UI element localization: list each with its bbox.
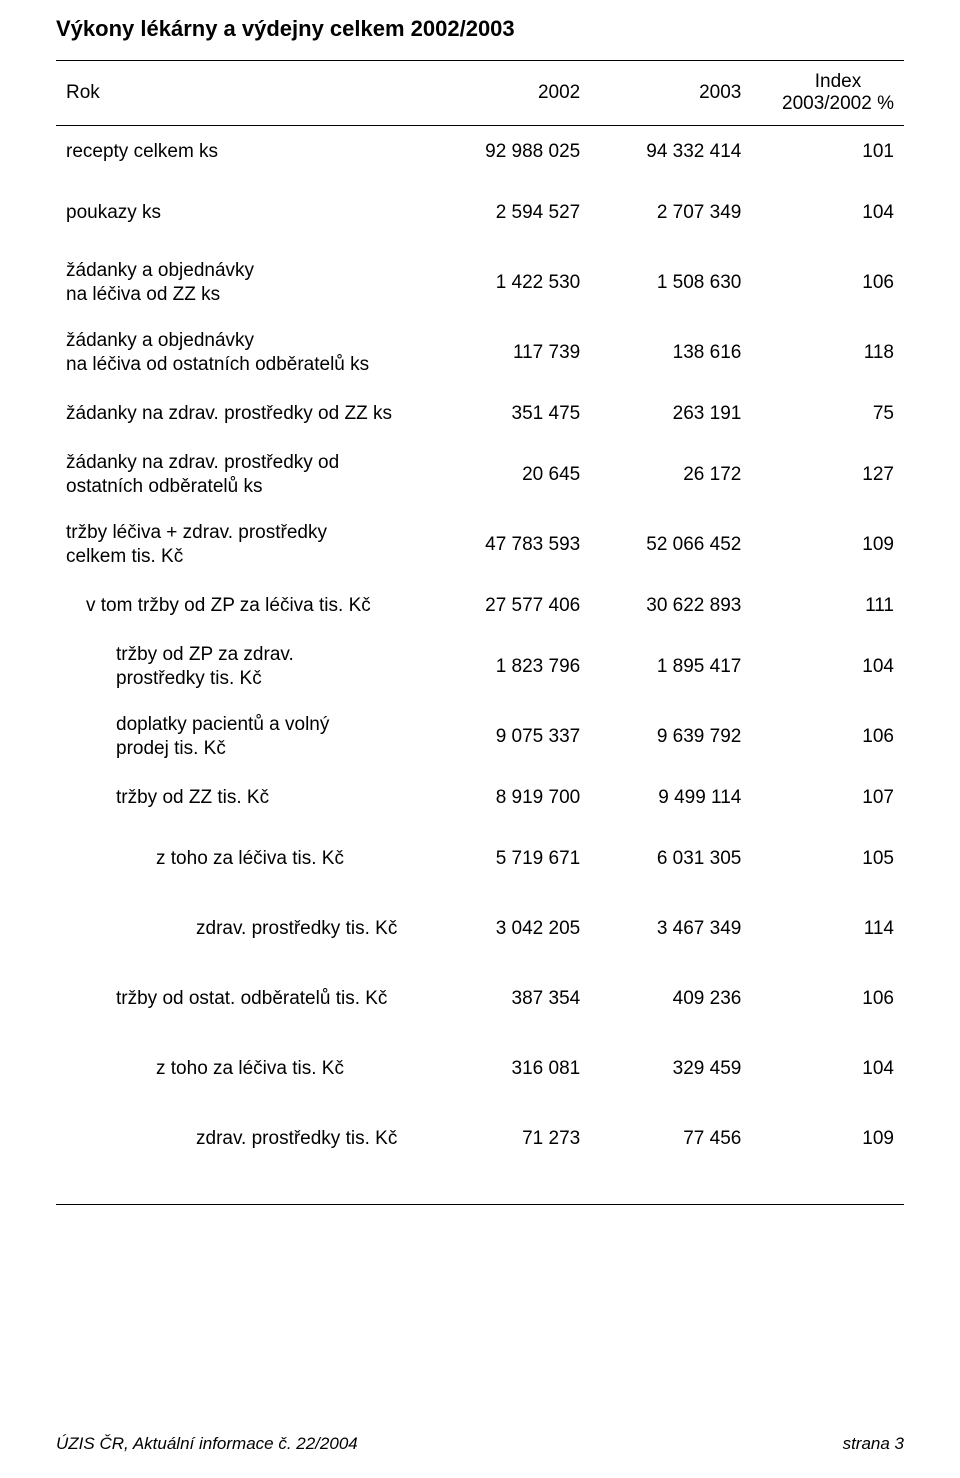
row-label: z toho za léčiva tis. Kč bbox=[56, 1034, 429, 1104]
col-header-2002: 2002 bbox=[429, 61, 590, 126]
row-idx: 127 bbox=[751, 440, 904, 510]
row-v2: 3 467 349 bbox=[590, 894, 751, 964]
row-v2: 6 031 305 bbox=[590, 824, 751, 894]
row-v2: 409 236 bbox=[590, 964, 751, 1034]
row-idx: 109 bbox=[751, 1104, 904, 1174]
row-idx: 106 bbox=[751, 964, 904, 1034]
col-header-index-line2: 2003/2002 % bbox=[782, 93, 894, 114]
row-idx: 118 bbox=[751, 318, 904, 388]
row-label: recepty celkem ks bbox=[56, 126, 429, 179]
row-v1: 27 577 406 bbox=[429, 580, 590, 632]
row-label: tržby od ZZ tis. Kč bbox=[56, 772, 429, 824]
row-v1: 71 273 bbox=[429, 1104, 590, 1174]
row-idx: 104 bbox=[751, 1034, 904, 1104]
row-label: z toho za léčiva tis. Kč bbox=[56, 824, 429, 894]
row-v2: 9 639 792 bbox=[590, 702, 751, 772]
row-v2: 26 172 bbox=[590, 440, 751, 510]
row-v1: 3 042 205 bbox=[429, 894, 590, 964]
row-idx: 105 bbox=[751, 824, 904, 894]
table-row: tržby léčiva + zdrav. prostředkycelkem t… bbox=[56, 510, 904, 580]
row-idx: 106 bbox=[751, 248, 904, 318]
row-idx: 111 bbox=[751, 580, 904, 632]
row-idx: 107 bbox=[751, 772, 904, 824]
col-header-index: Index 2003/2002 % bbox=[751, 61, 904, 126]
row-label: žádanky na zdrav. prostředky odostatních… bbox=[56, 440, 429, 510]
row-label: tržby od ostat. odběratelů tis. Kč bbox=[56, 964, 429, 1034]
row-v1: 92 988 025 bbox=[429, 126, 590, 179]
row-label: v tom tržby od ZP za léčiva tis. Kč bbox=[56, 580, 429, 632]
table-bottom-border bbox=[56, 1174, 904, 1205]
row-v1: 117 739 bbox=[429, 318, 590, 388]
table-row: recepty celkem ks92 988 02594 332 414101 bbox=[56, 126, 904, 179]
row-idx: 109 bbox=[751, 510, 904, 580]
row-v1: 351 475 bbox=[429, 388, 590, 440]
table-row: zdrav. prostředky tis. Kč71 27377 456109 bbox=[56, 1104, 904, 1174]
page-title: Výkony lékárny a výdejny celkem 2002/200… bbox=[56, 16, 904, 42]
table-header-row: Rok 2002 2003 Index 2003/2002 % bbox=[56, 61, 904, 126]
row-label: žádanky na zdrav. prostředky od ZZ ks bbox=[56, 388, 429, 440]
col-header-label: Rok bbox=[56, 61, 429, 126]
row-v1: 2 594 527 bbox=[429, 178, 590, 248]
table-row: poukazy ks2 594 5272 707 349104 bbox=[56, 178, 904, 248]
row-v2: 9 499 114 bbox=[590, 772, 751, 824]
row-label: žádanky a objednávkyna léčiva od ZZ ks bbox=[56, 248, 429, 318]
row-v2: 77 456 bbox=[590, 1104, 751, 1174]
row-idx: 106 bbox=[751, 702, 904, 772]
footer-left: ÚZIS ČR, Aktuální informace č. 22/2004 bbox=[56, 1434, 358, 1454]
table-row: z toho za léčiva tis. Kč5 719 6716 031 3… bbox=[56, 824, 904, 894]
row-v1: 1 823 796 bbox=[429, 632, 590, 702]
row-idx: 101 bbox=[751, 126, 904, 179]
row-idx: 114 bbox=[751, 894, 904, 964]
row-v2: 1 508 630 bbox=[590, 248, 751, 318]
row-label: zdrav. prostředky tis. Kč bbox=[56, 894, 429, 964]
row-label: tržby od ZP za zdrav.prostředky tis. Kč bbox=[56, 632, 429, 702]
table-row: zdrav. prostředky tis. Kč3 042 2053 467 … bbox=[56, 894, 904, 964]
table-row: tržby od ostat. odběratelů tis. Kč387 35… bbox=[56, 964, 904, 1034]
row-idx: 104 bbox=[751, 178, 904, 248]
row-v1: 47 783 593 bbox=[429, 510, 590, 580]
row-v1: 316 081 bbox=[429, 1034, 590, 1104]
row-v1: 1 422 530 bbox=[429, 248, 590, 318]
table-row: doplatky pacientů a volnýprodej tis. Kč9… bbox=[56, 702, 904, 772]
page-footer: ÚZIS ČR, Aktuální informace č. 22/2004 s… bbox=[56, 1410, 904, 1454]
row-label: zdrav. prostředky tis. Kč bbox=[56, 1104, 429, 1174]
row-v2: 329 459 bbox=[590, 1034, 751, 1104]
col-header-2003: 2003 bbox=[590, 61, 751, 126]
row-label: poukazy ks bbox=[56, 178, 429, 248]
data-table: Rok 2002 2003 Index 2003/2002 % recepty … bbox=[56, 60, 904, 1205]
row-v2: 52 066 452 bbox=[590, 510, 751, 580]
table-row: tržby od ZZ tis. Kč8 919 7009 499 114107 bbox=[56, 772, 904, 824]
row-label: tržby léčiva + zdrav. prostředkycelkem t… bbox=[56, 510, 429, 580]
table-row: žádanky a objednávkyna léčiva od ostatní… bbox=[56, 318, 904, 388]
row-v2: 263 191 bbox=[590, 388, 751, 440]
row-v2: 1 895 417 bbox=[590, 632, 751, 702]
row-v1: 8 919 700 bbox=[429, 772, 590, 824]
page: Výkony lékárny a výdejny celkem 2002/200… bbox=[0, 0, 960, 1478]
table-row: tržby od ZP za zdrav.prostředky tis. Kč1… bbox=[56, 632, 904, 702]
row-v1: 387 354 bbox=[429, 964, 590, 1034]
table-row: v tom tržby od ZP za léčiva tis. Kč27 57… bbox=[56, 580, 904, 632]
table-row: žádanky na zdrav. prostředky odostatních… bbox=[56, 440, 904, 510]
row-label: žádanky a objednávkyna léčiva od ostatní… bbox=[56, 318, 429, 388]
row-v2: 30 622 893 bbox=[590, 580, 751, 632]
footer-right: strana 3 bbox=[843, 1434, 904, 1454]
row-label: doplatky pacientů a volnýprodej tis. Kč bbox=[56, 702, 429, 772]
table-body: recepty celkem ks92 988 02594 332 414101… bbox=[56, 126, 904, 1205]
row-v2: 138 616 bbox=[590, 318, 751, 388]
table-row: žádanky a objednávkyna léčiva od ZZ ks1 … bbox=[56, 248, 904, 318]
row-v2: 2 707 349 bbox=[590, 178, 751, 248]
row-idx: 104 bbox=[751, 632, 904, 702]
table-row: z toho za léčiva tis. Kč316 081329 45910… bbox=[56, 1034, 904, 1104]
row-v2: 94 332 414 bbox=[590, 126, 751, 179]
table-row: žádanky na zdrav. prostředky od ZZ ks351… bbox=[56, 388, 904, 440]
row-v1: 20 645 bbox=[429, 440, 590, 510]
row-v1: 9 075 337 bbox=[429, 702, 590, 772]
col-header-index-line1: Index bbox=[815, 71, 861, 92]
row-idx: 75 bbox=[751, 388, 904, 440]
row-v1: 5 719 671 bbox=[429, 824, 590, 894]
